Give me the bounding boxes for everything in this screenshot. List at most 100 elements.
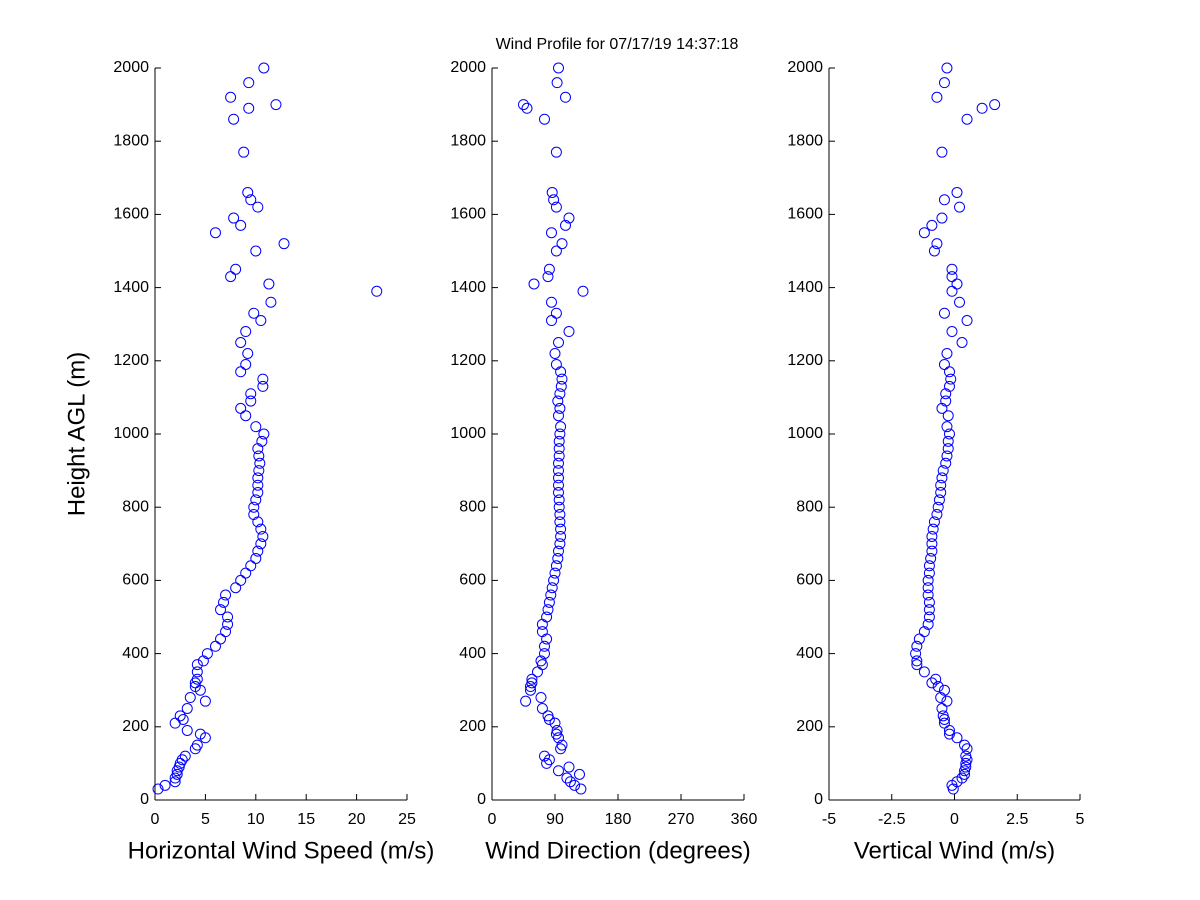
scatter-point <box>923 567 935 579</box>
scatter-point <box>215 633 227 645</box>
scatter-point <box>563 761 575 773</box>
scatter-point <box>936 402 948 414</box>
scatter-point <box>938 684 950 696</box>
y-tick-label: 1000 <box>450 425 486 442</box>
y-tick-label: 800 <box>796 498 823 515</box>
scatter-point <box>546 186 558 198</box>
y-tick-label: 600 <box>459 572 486 589</box>
scatter-point <box>553 465 564 477</box>
y-tick-label: 600 <box>122 572 149 589</box>
scatter-point <box>235 219 247 231</box>
scatter-point <box>553 494 565 506</box>
x-tick-label: 360 <box>731 811 758 828</box>
y-tick-label: 600 <box>796 572 823 589</box>
scatter-point <box>960 750 972 762</box>
scatter-point <box>225 271 237 283</box>
y-tick-label: 1400 <box>113 279 149 296</box>
scatter-point <box>928 516 940 528</box>
y-tick-label: 1800 <box>787 132 823 149</box>
x-tick-label: 15 <box>297 811 315 828</box>
scatter-point <box>941 695 953 707</box>
scatter-point <box>946 326 958 338</box>
scatter-point <box>564 776 576 788</box>
scatter-point <box>561 772 573 784</box>
scatter-point <box>248 501 260 513</box>
y-tick-label: 200 <box>122 718 149 735</box>
scatter-point <box>941 421 953 433</box>
x-tick-label: 0 <box>488 811 497 828</box>
scatter-point <box>255 523 267 535</box>
scatter-point <box>553 457 564 469</box>
y-tick-label: 1800 <box>113 132 149 149</box>
scatter-point <box>240 410 252 422</box>
scatter-point <box>946 263 958 275</box>
scatter-point <box>549 567 561 579</box>
scatter-point <box>191 739 203 751</box>
scatter-point <box>194 728 206 740</box>
scatter-point <box>936 146 948 158</box>
y-tick-label: 2000 <box>450 59 486 76</box>
scatter-point <box>553 472 564 484</box>
scatter-point <box>253 465 265 477</box>
scatter-point <box>550 358 562 370</box>
scatter-point <box>235 366 247 378</box>
scatter-point <box>191 666 203 678</box>
scatter-point <box>528 278 540 290</box>
scatter-point <box>263 278 275 290</box>
scatter-point <box>243 77 255 89</box>
x-tick-label: -5 <box>822 811 836 828</box>
scatter-point <box>951 732 963 744</box>
scatter-point <box>551 77 563 89</box>
scatter-point <box>230 582 242 594</box>
scatter-point <box>553 435 565 447</box>
scatter-point <box>189 681 201 693</box>
scatter-point <box>555 380 567 392</box>
scatter-point <box>539 113 550 125</box>
scatter-point <box>245 388 257 400</box>
scatter-point <box>923 611 935 623</box>
scatter-point <box>542 604 554 616</box>
y-tick-label: 1400 <box>450 279 486 296</box>
y-tick-label: 1000 <box>787 425 823 442</box>
scatter-point <box>553 443 565 455</box>
y-tick-label: 2000 <box>113 59 149 76</box>
y-tick-label: 1400 <box>787 279 823 296</box>
scatter-point <box>960 761 972 773</box>
scatter-point <box>209 640 221 652</box>
scatter-point <box>940 457 952 469</box>
chart-title: Wind Profile for 07/17/19 14:37:18 <box>496 36 739 53</box>
scatter-point <box>240 358 252 370</box>
scatter-point <box>932 501 944 513</box>
scatter-point <box>911 659 923 671</box>
scatter-point <box>577 285 589 297</box>
scatter-point <box>199 695 211 707</box>
scatter-point <box>179 750 191 762</box>
scatter-point <box>553 62 564 74</box>
scatter-point <box>933 494 945 506</box>
y-tick-label: 1200 <box>113 352 149 369</box>
scatter-point <box>220 626 232 638</box>
scatter-point <box>169 776 181 788</box>
scatter-point <box>549 347 561 359</box>
scatter-point <box>936 472 948 484</box>
scatter-point <box>181 703 193 714</box>
scatter-point <box>923 604 935 616</box>
y-tick-label: 800 <box>122 498 149 515</box>
y-tick-label: 1600 <box>113 206 149 223</box>
scatter-point <box>976 102 988 114</box>
scatter-point <box>371 285 383 297</box>
scatter-point <box>935 487 947 499</box>
scatter-point <box>954 296 966 308</box>
x-tick-label: 90 <box>546 811 564 828</box>
scatter-point <box>181 724 193 736</box>
scatter-point <box>553 487 564 499</box>
scatter-point <box>250 421 262 433</box>
scatter-point <box>546 296 557 308</box>
scatter-point <box>209 227 221 239</box>
scatter-point <box>553 765 564 777</box>
scatter-point <box>943 380 955 392</box>
scatter-point <box>539 640 550 652</box>
scatter-point <box>248 509 260 521</box>
scatter-point <box>258 62 270 74</box>
